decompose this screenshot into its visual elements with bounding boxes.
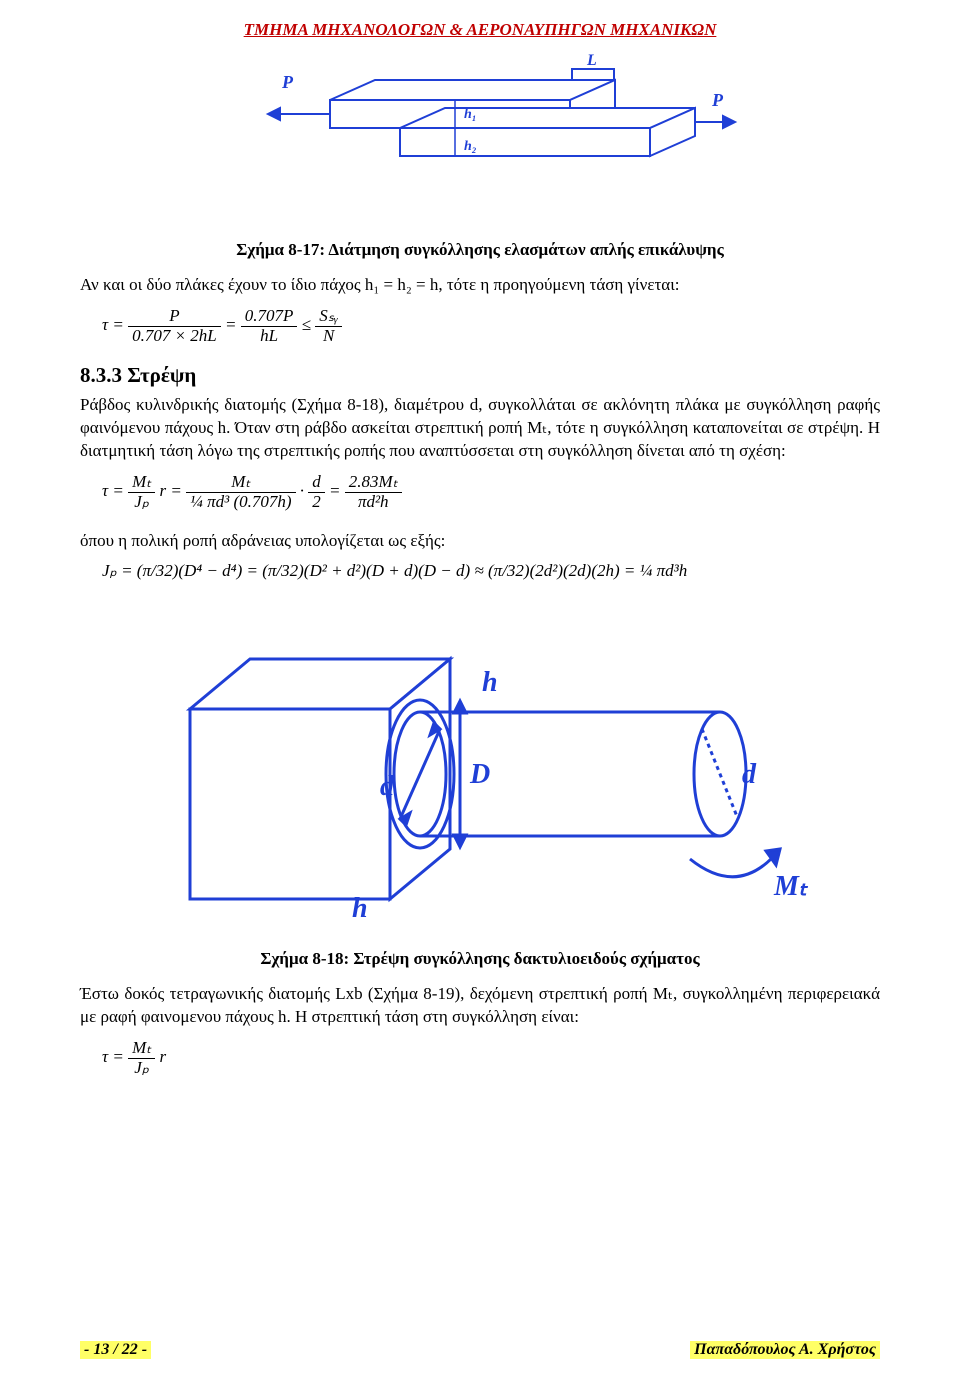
- figure-8-18: h h d D d Mₜ: [80, 599, 880, 939]
- fig818-caption: Σχήμα 8-18: Στρέψη συγκόλλησης δακτυλιοε…: [80, 949, 880, 969]
- fig818-label-Mt: Mₜ: [773, 871, 809, 902]
- fig817-svg: P P h₁ h₂ L: [220, 50, 740, 230]
- fig817-caption: Σχήμα 8-17: Διάτμηση συγκόλλησης ελασμάτ…: [80, 240, 880, 260]
- fig818-label-h-top: h: [482, 667, 498, 698]
- eq2-t4d: πd²h: [345, 493, 402, 512]
- fig818-svg: h h d D d Mₜ: [130, 599, 830, 939]
- fig817-label-h2: h₂: [464, 139, 477, 154]
- eq2-t3d: 2: [308, 493, 325, 512]
- eq2-t1d: Jₚ: [128, 493, 155, 512]
- fig818-label-d-right: d: [742, 759, 757, 790]
- fig817-label-P-right: P: [711, 90, 724, 110]
- fig818-label-h-bot: h: [352, 893, 368, 924]
- eq1-lhs: τ: [102, 315, 108, 334]
- footer-page-number: - 13 / 22 -: [80, 1341, 151, 1359]
- equation-1: τ = P0.707 × 2hL = 0.707PhL ≤ SₛᵧN: [102, 307, 880, 345]
- eq1-mid-num: P: [128, 307, 221, 327]
- paragraph-3: όπου η πολική ροπή αδράνειας υπολογίζετα…: [80, 530, 880, 553]
- eq2-t3n: d: [308, 473, 325, 493]
- section-8-3-3: 8.3.3 Στρέψη: [80, 363, 880, 388]
- equation-4: τ = MₜJₚ r: [102, 1039, 880, 1077]
- fig817-label-L: L: [586, 52, 597, 69]
- eq2-t4n: 2.83Mₜ: [345, 473, 402, 493]
- figure-8-17: P P h₁ h₂ L: [80, 50, 880, 230]
- page: ΤΜΗΜΑ ΜΗΧΑΝΟΛΟΓΩΝ & ΑΕΡΟΝΑΥΠΗΓΩΝ ΜΗΧΑΝΙΚ…: [0, 0, 960, 1381]
- fig818-label-d-left: d: [380, 771, 395, 802]
- paragraph-1: Αν και οι δύο πλάκες έχουν το ίδιο πάχος…: [80, 274, 880, 297]
- section-num: 8.3.3: [80, 363, 122, 387]
- equation-2: τ = MₜJₚ r = Mₜ¼ πd³ (0.707h) · d2 = 2.8…: [102, 473, 880, 511]
- section-title: Στρέψη: [127, 363, 196, 387]
- eq1-mid-den: 0.707 × 2hL: [128, 327, 221, 346]
- fig817-label-h1: h₁: [464, 107, 477, 122]
- fig817-label-P-left: P: [281, 72, 294, 92]
- eq4-num: Mₜ: [128, 1039, 155, 1059]
- eq2-t2d: ¼ πd³ (0.707h): [186, 493, 295, 512]
- fig818-label-D: D: [469, 759, 490, 790]
- page-footer: - 13 / 22 - Παπαδόπουλος Α. Χρήστος: [80, 1341, 880, 1359]
- eq2-t1n: Mₜ: [128, 473, 155, 493]
- equation-3: Jₚ = (π/32)(D⁴ − d⁴) = (π/32)(D² + d²)(D…: [102, 562, 880, 581]
- eq1-rhs-num: 0.707P: [241, 307, 298, 327]
- eq1-bound-den: N: [315, 327, 342, 346]
- page-header: ΤΜΗΜΑ ΜΗΧΑΝΟΛΟΓΩΝ & ΑΕΡΟΝΑΥΠΗΓΩΝ ΜΗΧΑΝΙΚ…: [80, 20, 880, 40]
- eq1-rhs-den: hL: [241, 327, 298, 346]
- paragraph-4: Έστω δοκός τετραγωνικής διατομής Lxb (Σχ…: [80, 983, 880, 1029]
- paragraph-2: Ράβδος κυλινδρικής διατομής (Σχήμα 8-18)…: [80, 394, 880, 463]
- eq2-r: r: [160, 481, 167, 500]
- eq4-den: Jₚ: [128, 1059, 155, 1078]
- footer-author: Παπαδόπουλος Α. Χρήστος: [690, 1341, 880, 1359]
- eq2-t2n: Mₜ: [186, 473, 295, 493]
- eq4-r: r: [160, 1047, 167, 1066]
- eq1-bound-num: Sₛᵧ: [315, 307, 342, 327]
